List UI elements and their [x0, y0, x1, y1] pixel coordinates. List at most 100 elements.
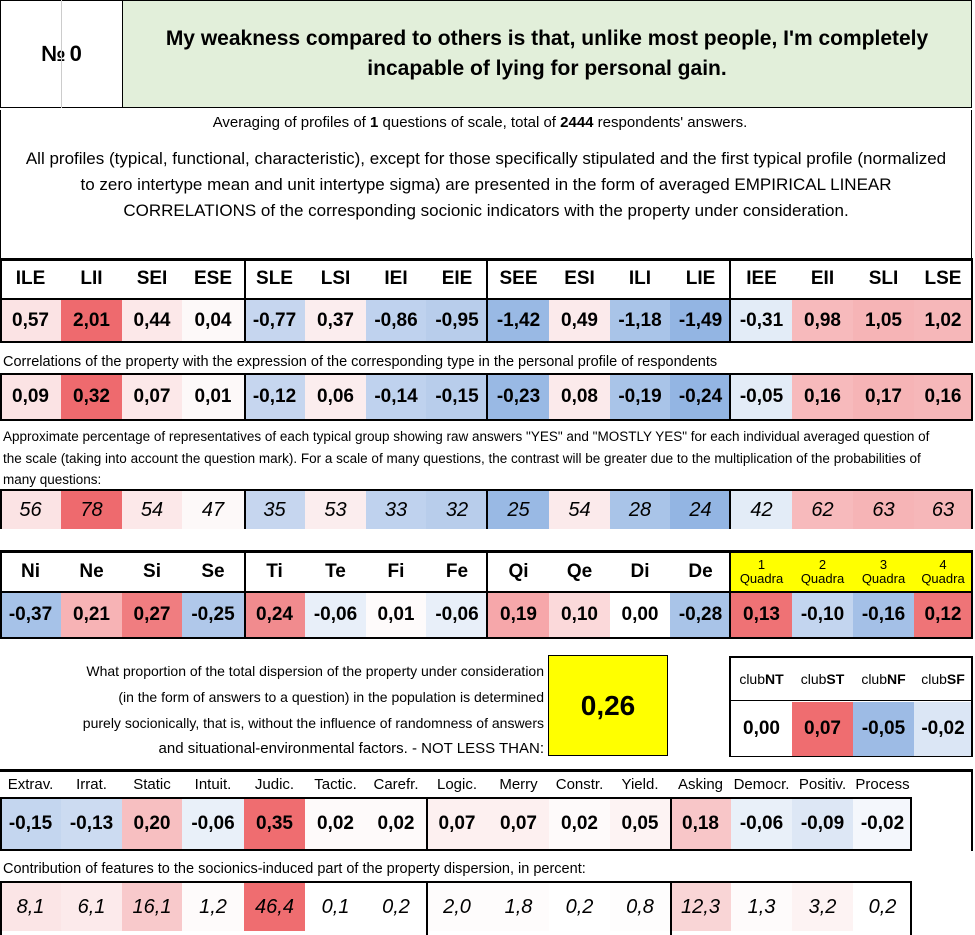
club-prefix: club: [800, 671, 827, 687]
grid-line: [971, 489, 973, 529]
function-header-11: De: [688, 561, 713, 582]
quadra-label: Quadra: [800, 571, 845, 586]
contrib-value-12: 1,3: [731, 883, 792, 931]
quadra-label: Quadra: [921, 571, 965, 586]
corr-value-15: 0,16: [914, 375, 972, 419]
club-value-0: 0,00: [731, 702, 792, 756]
quadra-value-2: -0,16: [853, 593, 914, 637]
corr-caption: Correlations of the property with the ex…: [3, 354, 718, 370]
type-header-5: LSI: [320, 268, 351, 289]
type-header-9: ESI: [564, 268, 595, 289]
function-header-6: Fi: [387, 561, 405, 582]
type-value-4: -0,77: [244, 300, 305, 341]
quadra-header-2: 3 Quadra: [853, 553, 914, 591]
pct-value-12: 42: [731, 491, 792, 529]
grid-line: [0, 258, 2, 343]
function-header-4: Ti: [266, 561, 283, 582]
quadra-number: 3: [879, 557, 888, 572]
pct-value-6: 33: [366, 491, 426, 529]
contrib-value-14: 0,2: [853, 883, 912, 931]
club-value-3: -0,02: [914, 702, 972, 756]
type-value-11: -1,49: [670, 300, 731, 341]
corr-value-1: 0,32: [61, 375, 122, 419]
function-value-8: 0,19: [488, 593, 549, 637]
trait-value-2: 0,20: [122, 799, 182, 849]
trait-value-1: -0,13: [61, 799, 122, 849]
contrib-value-3: 1,2: [182, 883, 244, 931]
pct-value-8: 25: [488, 491, 549, 529]
grid-line: [244, 550, 246, 639]
trait-value-13: -0,09: [792, 799, 853, 849]
function-header-5: Te: [325, 561, 346, 582]
corr-value-10: -0,19: [610, 375, 670, 419]
dispersion-value-box: 0,26: [548, 655, 668, 756]
type-value-3: 0,04: [182, 300, 244, 341]
trait-header-10: Yield.: [621, 776, 659, 793]
pct-value-9: 54: [549, 491, 610, 529]
grid-line: [971, 769, 973, 851]
type-value-7: -0,95: [426, 300, 488, 341]
pct-caption: Approximate percentage of representative…: [3, 429, 930, 487]
contrib-value-9: 0,2: [549, 883, 610, 931]
grid-line: [670, 881, 672, 935]
type-header-11: LIE: [685, 268, 716, 289]
grid-line: [0, 419, 973, 421]
trait-value-11: 0,18: [670, 799, 731, 849]
pct-value-15: 63: [914, 491, 972, 529]
club-header-1: club ST: [792, 658, 853, 700]
grid-line: [971, 550, 973, 639]
dispersion-line-4: and situational-environmental factors. -…: [158, 740, 544, 757]
grid-line: [729, 489, 731, 529]
contrib-value-7: 2,0: [426, 883, 488, 931]
type-value-2: 0,44: [122, 300, 182, 341]
grid-line: [729, 550, 731, 639]
club-suffix: SF: [946, 671, 965, 687]
pct-value-13: 62: [792, 491, 853, 529]
trait-header-9: Constr.: [555, 776, 604, 793]
pct-value-7: 32: [426, 491, 488, 529]
corr-value-7: -0,15: [426, 375, 488, 419]
club-suffix: NT: [765, 671, 784, 687]
trait-header-0: Extrav.: [7, 776, 54, 793]
contrib-value-13: 3,2: [792, 883, 853, 931]
function-header-7: Fe: [445, 561, 469, 582]
grid-line: [729, 656, 973, 658]
quadra-header-0: 1 Quadra: [731, 553, 792, 591]
type-value-0: 0,57: [0, 300, 61, 341]
function-header-8: Qi: [508, 561, 529, 582]
trait-value-14: -0,02: [853, 799, 912, 849]
grid-line: [0, 373, 2, 420]
grid-line: [486, 373, 488, 420]
type-header-8: SEE: [499, 268, 538, 289]
summary-prefix: Averaging of profiles of: [212, 114, 371, 131]
corr-value-5: 0,06: [305, 375, 366, 419]
trait-value-8: 0,07: [488, 799, 549, 849]
function-value-5: -0,06: [305, 593, 366, 637]
dispersion-text: What proportion of the total dispersion …: [20, 658, 544, 762]
pct-value-14: 63: [853, 491, 914, 529]
type-value-5: 0,37: [305, 300, 366, 341]
summary-questions: 1: [370, 114, 379, 131]
trait-value-0: -0,15: [0, 799, 61, 849]
function-header-1: Ne: [79, 561, 104, 582]
club-prefix: club: [739, 671, 765, 687]
summary-line: Averaging of profiles of 1 questions of …: [0, 114, 960, 131]
pct-value-11: 24: [670, 491, 731, 529]
trait-value-5: 0,02: [305, 799, 366, 849]
trait-header-7: Logic.: [436, 776, 478, 793]
grid-line: [729, 756, 973, 757]
function-value-9: 0,10: [549, 593, 610, 637]
type-header-3: ESE: [193, 268, 233, 289]
quadra-value-1: -0,10: [792, 593, 853, 637]
trait-header-6: Carefr.: [373, 776, 419, 793]
function-value-3: -0,25: [182, 593, 244, 637]
trait-header-1: Irrat.: [76, 776, 107, 793]
contrib-value-8: 1,8: [488, 883, 549, 931]
grid-line: [244, 258, 246, 343]
grid-line: [486, 258, 488, 343]
type-header-13: EII: [810, 268, 835, 289]
grid-line: [729, 373, 731, 420]
type-header-14: SLI: [868, 268, 899, 289]
grid-line: [0, 797, 2, 851]
type-value-15: 1,02: [914, 300, 972, 341]
